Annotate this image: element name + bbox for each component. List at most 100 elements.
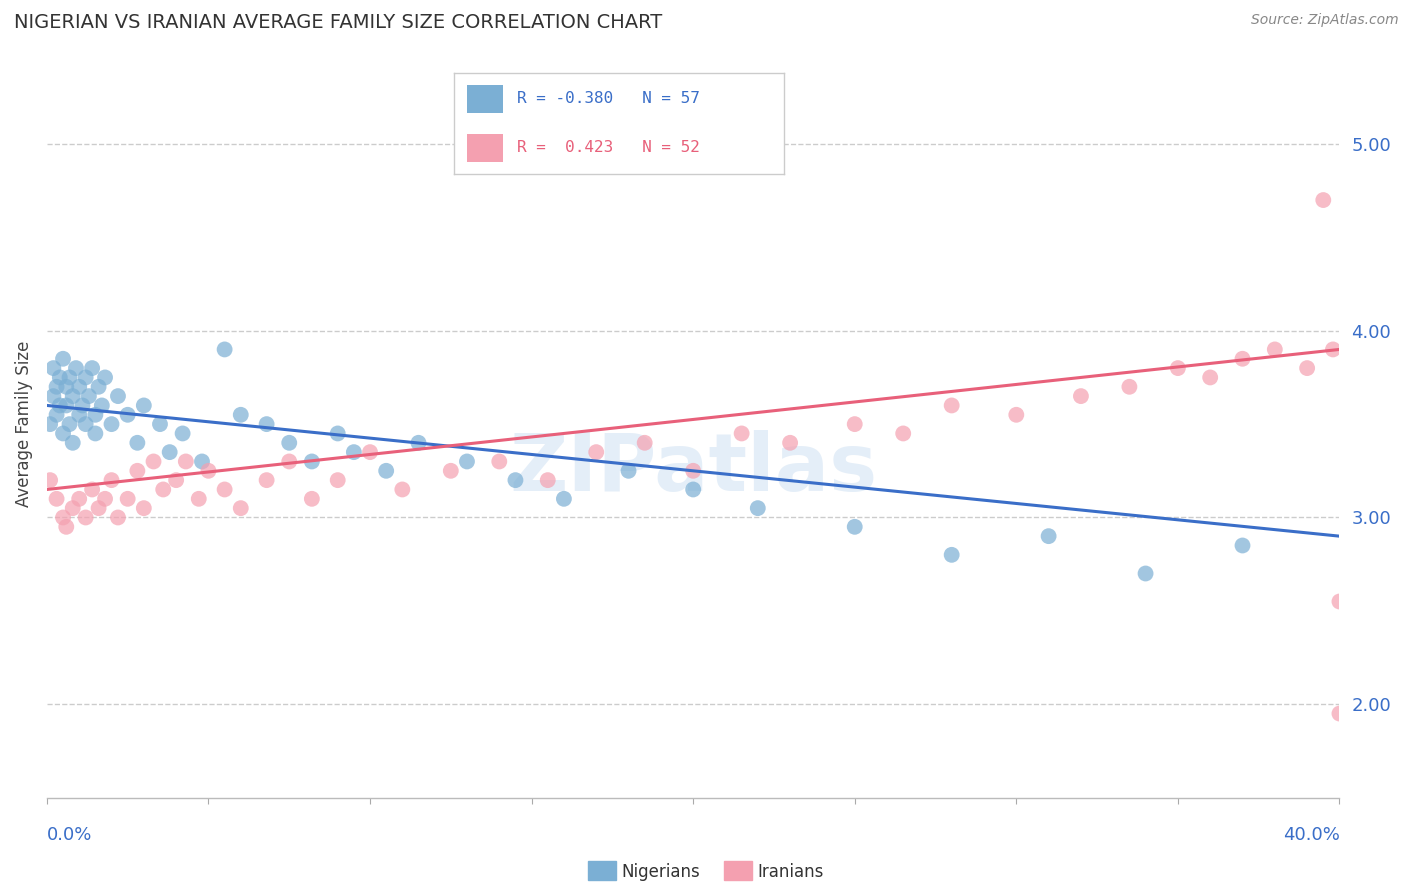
Point	[49, 370, 72, 384]
Point	[75, 417, 97, 431]
Point	[52, 510, 75, 524]
Point	[1199, 370, 1222, 384]
Point	[127, 464, 149, 478]
Point	[456, 454, 478, 468]
Point	[214, 343, 236, 357]
Point	[229, 501, 252, 516]
Point	[187, 491, 209, 506]
Point	[1264, 343, 1286, 357]
Point	[77, 389, 100, 403]
Point	[1329, 594, 1351, 608]
Point	[107, 510, 129, 524]
Point	[197, 464, 219, 478]
Point	[132, 501, 155, 516]
Point	[84, 426, 107, 441]
Point	[326, 473, 349, 487]
Point	[52, 426, 75, 441]
Point	[58, 417, 80, 431]
Point	[159, 445, 181, 459]
Point	[891, 426, 914, 441]
Point	[45, 380, 67, 394]
Point	[75, 510, 97, 524]
Point	[191, 454, 214, 468]
Text: NIGERIAN VS IRANIAN AVERAGE FAMILY SIZE CORRELATION CHART: NIGERIAN VS IRANIAN AVERAGE FAMILY SIZE …	[14, 13, 662, 32]
Point	[1296, 361, 1319, 376]
Point	[585, 445, 607, 459]
Point	[505, 473, 527, 487]
Point	[1118, 380, 1140, 394]
Point	[107, 389, 129, 403]
Point	[75, 370, 97, 384]
Y-axis label: Average Family Size: Average Family Size	[15, 341, 32, 508]
Point	[682, 483, 704, 497]
Point	[67, 491, 90, 506]
Point	[172, 426, 194, 441]
Point	[553, 491, 575, 506]
Point	[779, 435, 801, 450]
Point	[94, 370, 117, 384]
Point	[45, 408, 67, 422]
Point	[1232, 539, 1254, 553]
Point	[62, 435, 84, 450]
Point	[94, 491, 117, 506]
Point	[229, 408, 252, 422]
Point	[67, 380, 90, 394]
Point	[87, 380, 110, 394]
Point	[62, 389, 84, 403]
Point	[132, 399, 155, 413]
Point	[82, 361, 104, 376]
Point	[55, 380, 77, 394]
Point	[1070, 389, 1092, 403]
Point	[941, 399, 963, 413]
Point	[55, 520, 77, 534]
Point	[90, 399, 112, 413]
Point	[142, 454, 165, 468]
Text: Nigerians: Nigerians	[621, 863, 700, 881]
Point	[391, 483, 413, 497]
Point	[165, 473, 187, 487]
Point	[301, 491, 323, 506]
Point	[62, 501, 84, 516]
Point	[278, 454, 301, 468]
Point	[214, 483, 236, 497]
Point	[1322, 343, 1344, 357]
Point	[844, 520, 866, 534]
Point	[682, 464, 704, 478]
Text: ZIPatlas: ZIPatlas	[509, 430, 877, 508]
Point	[326, 426, 349, 441]
Point	[100, 473, 122, 487]
Point	[55, 399, 77, 413]
Point	[87, 501, 110, 516]
Text: Iranians: Iranians	[758, 863, 824, 881]
Point	[1005, 408, 1028, 422]
Point	[58, 370, 80, 384]
Point	[45, 491, 67, 506]
Point	[844, 417, 866, 431]
Point	[256, 417, 278, 431]
Point	[301, 454, 323, 468]
Point	[72, 399, 94, 413]
Point	[174, 454, 197, 468]
Point	[1312, 193, 1334, 207]
Point	[42, 361, 65, 376]
Point	[440, 464, 463, 478]
Point	[941, 548, 963, 562]
Point	[152, 483, 174, 497]
Point	[39, 473, 62, 487]
Point	[42, 389, 65, 403]
Text: 40.0%: 40.0%	[1282, 826, 1340, 844]
Point	[52, 351, 75, 366]
Text: Source: ZipAtlas.com: Source: ZipAtlas.com	[1251, 13, 1399, 28]
Point	[343, 445, 366, 459]
Point	[730, 426, 752, 441]
Point	[117, 408, 139, 422]
Point	[617, 464, 640, 478]
Point	[747, 501, 769, 516]
Point	[1135, 566, 1157, 581]
Point	[1329, 706, 1351, 721]
Point	[256, 473, 278, 487]
Point	[1167, 361, 1189, 376]
Point	[65, 361, 87, 376]
Text: 0.0%: 0.0%	[46, 826, 93, 844]
Point	[39, 417, 62, 431]
